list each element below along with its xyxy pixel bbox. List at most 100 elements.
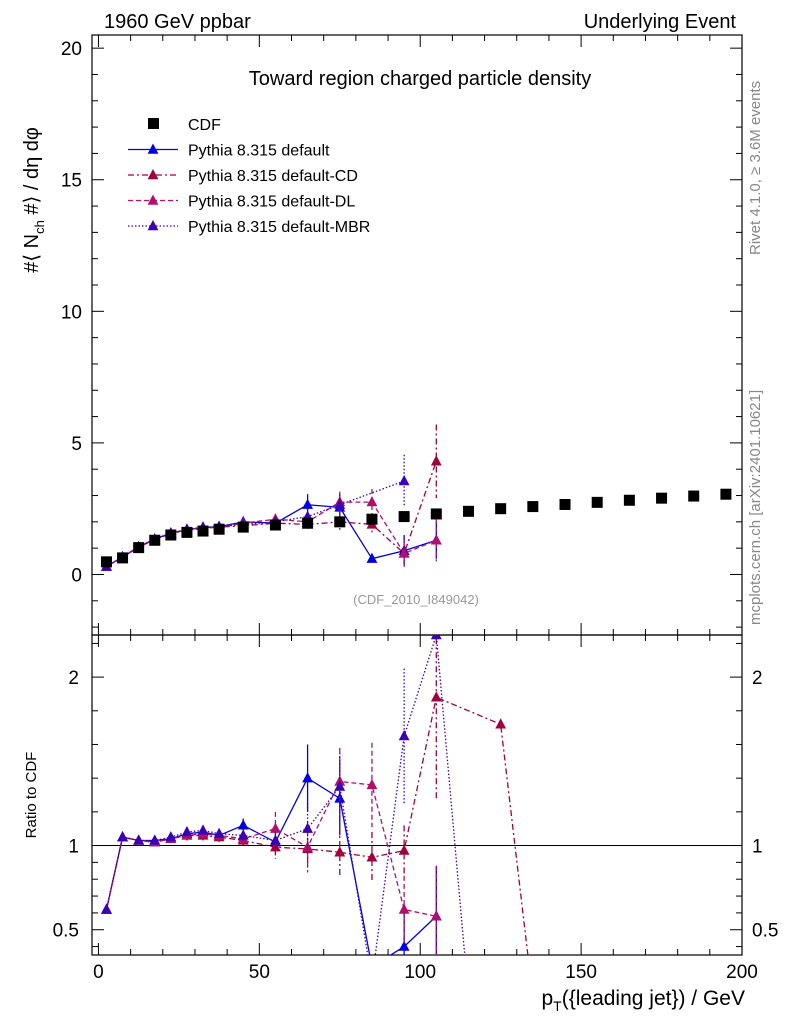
cdf-main-point (720, 488, 732, 500)
legend-marker (147, 169, 159, 180)
mc3-ratio-point (430, 635, 442, 640)
mc3-ratio-point (237, 829, 249, 840)
x-tick-label: 150 (565, 962, 597, 983)
header-right: Underlying Event (584, 11, 737, 33)
cdf-main-point (656, 492, 668, 504)
cdf-main-point (213, 523, 225, 535)
cdf-main-point (462, 505, 474, 517)
mc1-main-line (106, 461, 437, 568)
mc2-main-point (366, 496, 378, 507)
y-tick-label-ratio-right: 0.5 (752, 921, 778, 942)
mc3-ratio-point (398, 730, 410, 741)
mc3-ratio-point (133, 834, 145, 845)
y-axis-label-ratio: Ratio to CDF (23, 752, 40, 839)
mc2-main-point (430, 534, 442, 545)
x-label-rest: ({leading jet}) / GeV (562, 987, 745, 1010)
x-tick-label: 0 (93, 962, 104, 983)
mc3-ratio-point (302, 822, 313, 833)
legend-label: Pythia 8.315 default-DL (188, 194, 355, 211)
cdf-main-point (559, 498, 571, 510)
mc0-main-point (302, 498, 313, 509)
x-tick-label: 50 (249, 962, 270, 983)
y-tick-label-main: 20 (61, 39, 82, 60)
y-tick-label-main: 10 (61, 302, 82, 323)
x-tick-label: 100 (404, 962, 436, 983)
mc2-main-line (106, 501, 437, 568)
cdf-main-point (495, 503, 507, 515)
legend-marker-cdf (148, 118, 159, 129)
header-left: 1960 GeV ppbar (104, 11, 251, 33)
y-tick-label-main: 15 (61, 171, 82, 192)
cdf-main-point (334, 516, 346, 528)
chart-title: Toward region charged particle density (249, 68, 591, 90)
y-tick-label-ratio: 2 (68, 668, 79, 689)
cdf-main-point (149, 534, 161, 546)
y-axis-label-main: #⟨ Nch #⟩ / dη dφ (21, 127, 47, 273)
mc1-ratio-point (527, 991, 538, 1001)
mc0-ratio-point (367, 961, 378, 971)
ratio-plot-area (101, 635, 538, 1001)
mc1-ratio-point (398, 844, 410, 855)
cdf-main-point (366, 513, 378, 525)
cdf-main-point (302, 517, 314, 529)
legend-label: Pythia 8.315 default-CD (188, 168, 358, 185)
legend-marker (147, 220, 159, 231)
x-label-p: p (541, 987, 553, 1010)
mc2-ratio-point (366, 778, 378, 790)
mc3-main-point (398, 475, 410, 486)
cdf-main-point (623, 494, 635, 506)
mc3-ratio-point (197, 824, 209, 835)
mc3-main-point (334, 498, 346, 509)
legend-label: Pythia 8.315 default-MBR (188, 219, 370, 236)
legend-marker (147, 194, 159, 205)
mc2-main-point (398, 547, 410, 558)
mc3-ratio-line (105, 635, 466, 955)
mc0-ratio-point (237, 819, 249, 830)
mc3-ratio-point (334, 780, 346, 791)
cdf-main-point (237, 521, 249, 533)
legend-label: CDF (188, 117, 221, 134)
mc3-ratio-point (367, 974, 378, 984)
legend-marker (147, 143, 159, 154)
cdf-main-point (181, 526, 193, 538)
mc3-ratio-point (101, 903, 112, 914)
mc3-ratio-point (181, 826, 193, 837)
rivet-label: Rivet 4.1.0, ≥ 3.6M events (747, 81, 764, 255)
mc0-main-point (366, 552, 378, 563)
mc1-ratio-line (105, 696, 529, 955)
mc0-ratio-point (302, 772, 313, 783)
mc0-ratio-line (105, 777, 437, 955)
mc2-ratio-point (398, 903, 410, 914)
y-tick-label-ratio-right: 2 (752, 668, 763, 689)
mc1-ratio-point (430, 691, 442, 702)
y-tick-label-ratio-right: 1 (752, 837, 763, 858)
y-label-part-a: #⟨ N (21, 234, 43, 273)
mc2-ratio-point (270, 822, 281, 833)
mc3-ratio-point (117, 831, 128, 842)
svg-text:#⟨ Nch #⟩ / dη dφ: #⟨ Nch #⟩ / dη dφ (21, 127, 47, 273)
mc0-ratio-point (398, 940, 410, 951)
main-plot-area (100, 424, 732, 571)
cdf-main-point (527, 501, 539, 513)
mcplots-label: mcplots.cern.ch [arXiv:2401.10621] (747, 390, 764, 625)
mc3-ratio-point (213, 827, 225, 838)
mc1-ratio-point (366, 851, 378, 862)
mc1-ratio-point (334, 846, 346, 857)
mc2-ratio-point (430, 910, 442, 921)
cdf-main-point (269, 519, 281, 531)
cdf-main-point (197, 525, 209, 537)
mc3-ratio-point (165, 831, 177, 842)
y-tick-label-ratio: 0.5 (53, 921, 79, 942)
ratio-panel-frame (91, 634, 743, 956)
cdf-main-point (117, 552, 129, 564)
cdf-main-point (430, 508, 442, 520)
mc1-ratio-point (495, 718, 507, 729)
cdf-main-point (398, 511, 410, 523)
mc3-ratio-point (463, 991, 474, 1001)
y-tick-label-main: 0 (71, 565, 82, 586)
legend-label: Pythia 8.315 default (188, 143, 330, 160)
y-label-sub: ch (32, 220, 47, 234)
y-label-part-b: #⟩ / dη dφ (21, 127, 43, 220)
mc3-ratio-point (149, 834, 161, 845)
